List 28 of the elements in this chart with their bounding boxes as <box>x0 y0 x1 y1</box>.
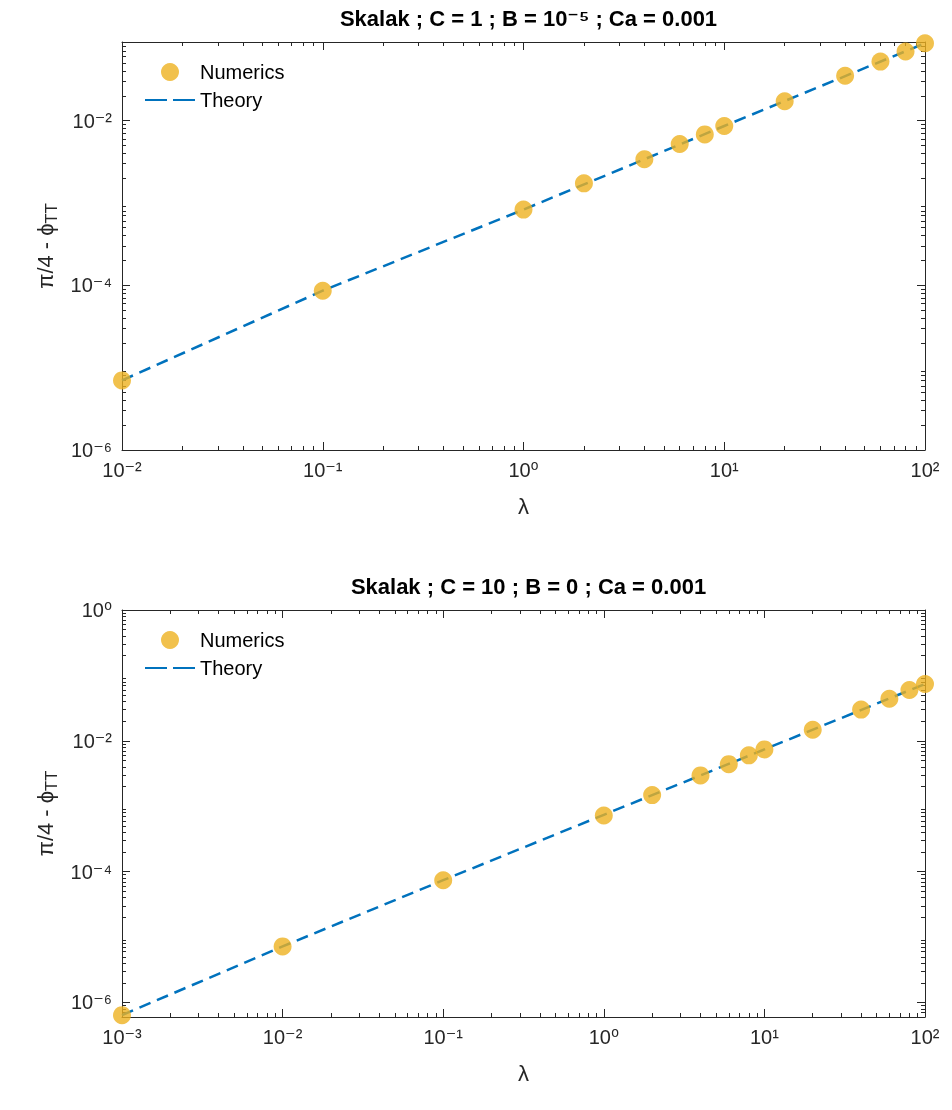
x-tick-label: 10¹ <box>709 459 740 481</box>
x-tick-label: 10⁰ <box>508 459 539 481</box>
y-axis-title: π/4 - ϕTT <box>33 770 61 857</box>
legend-label: Theory <box>200 657 263 679</box>
x-tick-label: 10¹ <box>749 1026 780 1048</box>
y-tick-label: 10⁻² <box>72 109 113 132</box>
x-tick-label: 10⁻³ <box>102 1026 143 1048</box>
x-axis-title: λ <box>518 493 529 519</box>
y-tick-label: 10⁻⁴ <box>70 274 112 297</box>
x-tick-label: 10⁻² <box>262 1026 303 1048</box>
chart-title: Skalak ; C = 10 ; B = 0 ; Ca = 0.001 <box>350 573 707 599</box>
y-tick-label: 10⁰ <box>81 599 112 621</box>
x-tick-label: 10² <box>910 1026 940 1048</box>
x-tick-label: 10⁻² <box>102 459 143 481</box>
legend-label: Numerics <box>200 61 285 83</box>
y-axis-title: π/4 - ϕTT <box>33 203 61 289</box>
x-tick-label: 10² <box>910 459 940 481</box>
x-axis-title: λ <box>518 1060 529 1086</box>
legend-label: Theory <box>200 89 263 111</box>
y-tick-label: 10⁻⁶ <box>70 439 112 461</box>
x-tick-label: 10⁻¹ <box>423 1026 464 1048</box>
y-tick-label: 10⁻² <box>72 729 113 752</box>
chart-title: Skalak ; C = 1 ; B = 10⁻⁵ ; Ca = 0.001 <box>339 5 718 31</box>
x-tick-label: 10⁻¹ <box>303 459 343 481</box>
y-tick-label: 10⁻⁶ <box>70 991 112 1014</box>
x-tick-label: 10⁰ <box>588 1026 619 1048</box>
legend-label: Numerics <box>200 629 285 651</box>
y-tick-label: 10⁻⁴ <box>70 860 112 883</box>
